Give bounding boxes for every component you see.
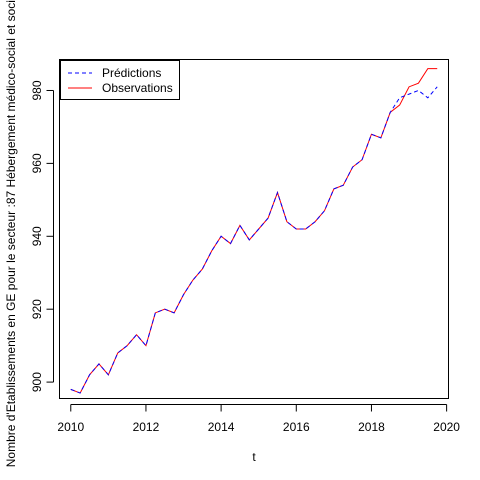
x-tick-label: 2012	[133, 420, 160, 434]
y-tick-label: 920	[30, 299, 44, 319]
legend-label-predictions: Prédictions	[102, 66, 161, 80]
x-tick-label: 2014	[208, 420, 235, 434]
y-tick-label: 980	[30, 80, 44, 100]
legend-label-observations: Observations	[102, 81, 173, 95]
y-tick-label: 900	[30, 372, 44, 392]
x-axis-label: t	[252, 450, 256, 464]
y-axis-label: Nombre d'Etablissements en GE pour le se…	[4, 0, 18, 467]
series-line-observations	[70, 68, 438, 394]
x-tick-label: 2018	[358, 420, 385, 434]
y-tick-label: 960	[30, 153, 44, 173]
y-tick-label: 940	[30, 226, 44, 246]
x-axis: 2010 2012 2014 2016 2018 2020	[57, 404, 460, 434]
x-tick-label: 2020	[433, 420, 460, 434]
x-tick-label: 2010	[57, 420, 84, 434]
series-line-predictions	[70, 86, 438, 394]
legend-box	[60, 60, 180, 100]
plot-frame	[59, 59, 449, 399]
series-lines	[70, 68, 438, 394]
x-tick-label: 2016	[283, 420, 310, 434]
y-axis: 900 920 940 960 980	[30, 80, 54, 392]
legend: Prédictions Observations	[60, 60, 180, 100]
